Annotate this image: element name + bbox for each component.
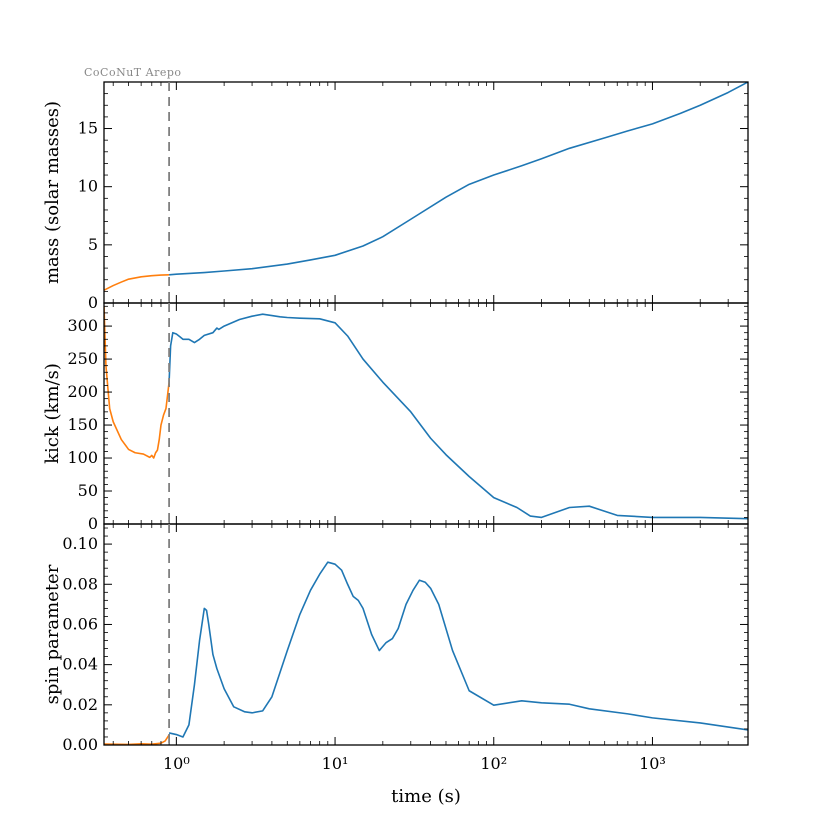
- y-tick-label: 5: [88, 235, 98, 254]
- y-tick-label: 100: [67, 448, 98, 467]
- y-tick-label: 0.08: [62, 574, 98, 593]
- x-tick-label: 10¹: [322, 754, 349, 773]
- x-tick-label: 10³: [639, 754, 666, 773]
- series-line-1: [104, 274, 170, 291]
- y-tick-label: 0.04: [62, 655, 98, 674]
- x-tick-label: 10⁰: [163, 754, 190, 773]
- y-tick-label: 150: [67, 415, 98, 434]
- series-line-2: [168, 313, 748, 520]
- y-tick-label: 10: [78, 177, 98, 196]
- series-line-2: [169, 82, 748, 276]
- x-tick-label: 10²: [480, 754, 507, 773]
- panel-1: 0 5 10 15 mass (solar masses): [42, 81, 749, 312]
- series-line-1: [104, 306, 170, 459]
- y-tick-label: 0: [88, 293, 98, 312]
- y-tick-label: 0: [88, 514, 98, 533]
- y-tick-label: 0.02: [62, 695, 98, 714]
- series-line-2: [168, 561, 748, 738]
- y-tick-label: 300: [67, 316, 98, 335]
- panels: 0 5 10 15 mass (solar masses) 0 50 100 150 200 250…: [42, 81, 749, 807]
- series-line-1: [104, 734, 170, 745]
- y-tick-label: 0.10: [62, 534, 98, 553]
- axes-frame: [103, 523, 749, 746]
- y-axis-title: kick (km/s): [42, 363, 63, 464]
- y-tick-label: 200: [67, 382, 98, 401]
- y-tick-label: 0.06: [62, 614, 98, 633]
- axes-frame: [103, 302, 749, 525]
- code-label: CoCoNuT Arepo: [84, 66, 182, 79]
- y-tick-label: 15: [78, 119, 98, 138]
- y-tick-label: 0.00: [62, 735, 98, 754]
- panel-2: 0 50 100 150 200 250 300 kick (km/s): [42, 302, 749, 533]
- y-axis-title: mass (solar masses): [42, 101, 63, 284]
- x-axis-title: time (s): [391, 786, 461, 807]
- panel-3: 0.00 0.02 0.04 0.06 0.08 0.10 10⁰ 10¹ 10² 10³ spin…: [42, 523, 749, 807]
- y-axis-title: spin parameter: [42, 564, 63, 704]
- axes-frame: [103, 81, 749, 304]
- y-tick-label: 250: [67, 349, 98, 368]
- y-tick-label: 50: [78, 481, 98, 500]
